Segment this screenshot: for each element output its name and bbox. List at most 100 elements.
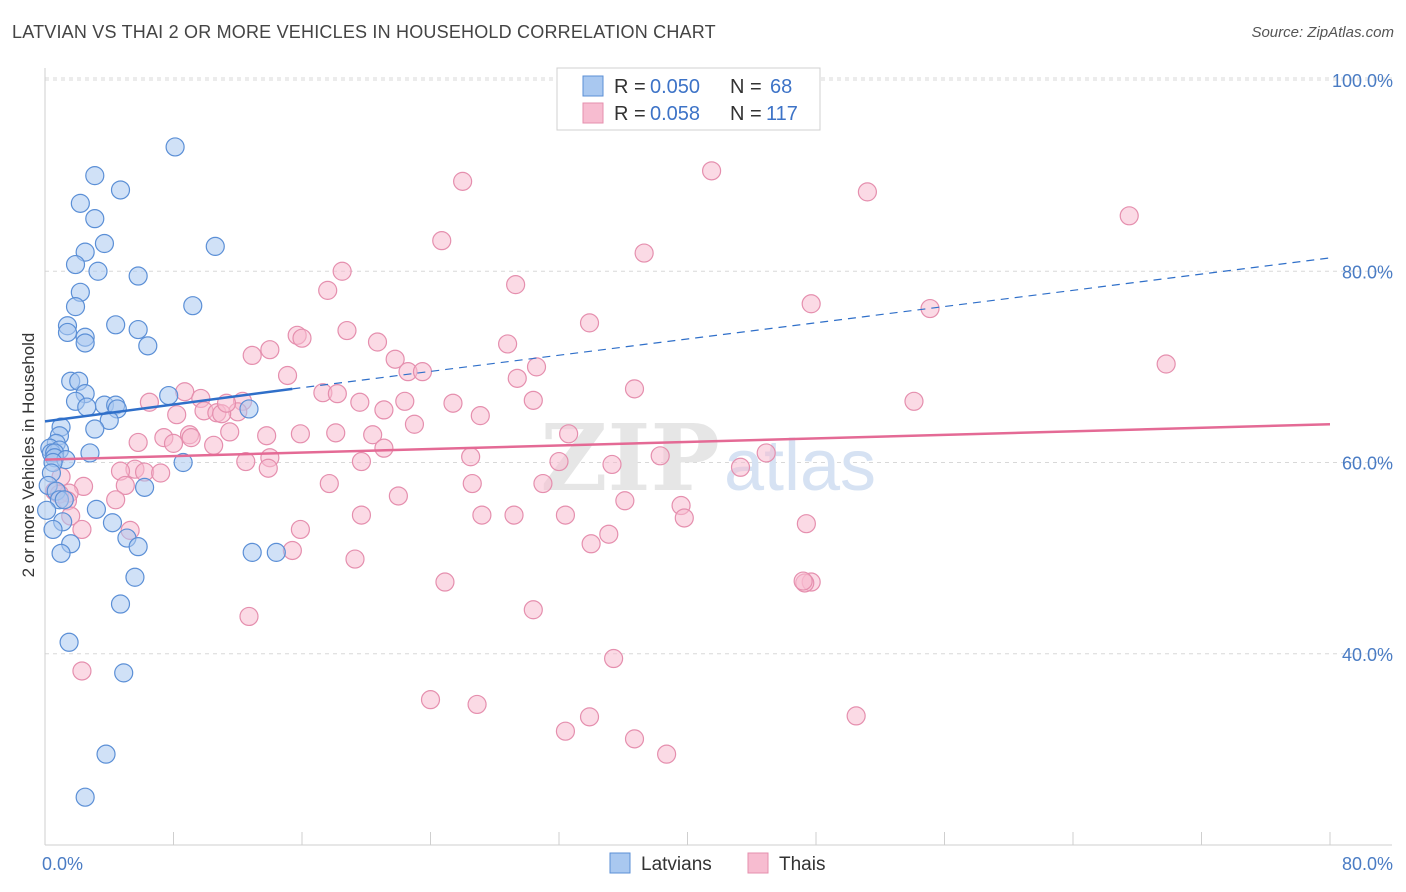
thais-point [388, 486, 408, 506]
thais-point [239, 606, 259, 627]
thais-point [801, 294, 821, 314]
thais-point [242, 345, 262, 365]
bottom-legend-swatch-latvians [609, 852, 631, 874]
thais-point [319, 473, 339, 494]
latvians-point [43, 519, 63, 540]
latvians-point [242, 542, 262, 562]
thais-point [650, 446, 670, 466]
thais-point [151, 463, 171, 483]
thais-point [462, 473, 482, 494]
bottom-legend-latvians: Latvians [641, 854, 712, 875]
thais-point [523, 390, 543, 410]
thais-point [420, 690, 441, 710]
thais-point [599, 524, 619, 544]
thais-point [128, 432, 148, 453]
thais-point [904, 391, 924, 411]
x-tick-label-min: 0.0% [42, 854, 83, 874]
thais-point [282, 540, 302, 561]
latvians-point [165, 137, 185, 157]
latvians-point [37, 500, 57, 520]
thais-point [504, 505, 524, 525]
thais-point [106, 490, 126, 510]
thais-point [175, 382, 195, 402]
thais-point [533, 473, 553, 494]
thais-point [498, 334, 518, 354]
thais-point [277, 365, 298, 386]
x-tick-labels: 0.0% 80.0% [42, 854, 1393, 874]
chart-title: LATVIAN VS THAI 2 OR MORE VEHICLES IN HO… [12, 22, 716, 42]
latvians-point [85, 209, 105, 229]
thais-point [260, 340, 280, 360]
thais-point [920, 298, 940, 319]
latvians-point [70, 193, 90, 213]
latvians-point [110, 594, 131, 614]
thais-point [1156, 354, 1176, 374]
thais-point [579, 313, 600, 333]
bottom-legend-thais: Thais [779, 854, 825, 875]
latvians-point [51, 543, 71, 563]
stats-legend: R = 0.050 N = 68 R = 0.058 N = 117 [556, 67, 821, 131]
legend-r-label-latvians: R = [614, 76, 646, 98]
thais-point [350, 392, 370, 412]
thais-point [163, 433, 184, 453]
latvians-point [75, 787, 95, 807]
thais-point [453, 171, 473, 191]
legend-n-label-thais: N = [730, 103, 762, 125]
thais-point [793, 571, 813, 591]
thais-point [220, 422, 240, 442]
thais-point [332, 261, 352, 281]
thais-point [602, 454, 622, 475]
thais-point [615, 491, 635, 511]
latvians-point [102, 513, 123, 533]
latvians-point [159, 385, 179, 406]
legend-n-value-thais: 117 [766, 103, 798, 125]
thais-point [472, 505, 492, 525]
y-tick-label: 100.0% [1332, 71, 1393, 91]
trend-lines [44, 257, 1331, 461]
thais-point [443, 393, 463, 413]
thais-point [292, 328, 312, 348]
thais-point [290, 424, 310, 444]
y-tick-label: 60.0% [1342, 454, 1393, 474]
latvians-point [57, 322, 78, 343]
y-tick-labels: 40.0% 60.0% 80.0% 100.0% [1332, 71, 1393, 665]
latvians-point [205, 236, 225, 256]
latvians-point [65, 254, 86, 275]
thais-point [756, 443, 776, 463]
thais-point [461, 447, 481, 467]
thais-point [318, 280, 338, 300]
bottom-legend-swatch-thais [747, 852, 769, 874]
thais-trend-line [44, 423, 1331, 461]
thais-point [204, 435, 224, 455]
thais-point [604, 648, 624, 669]
thais-point [115, 475, 135, 496]
thais-point [846, 706, 866, 726]
latvians-point [128, 319, 148, 340]
thais-point [1119, 206, 1139, 226]
thais-point [412, 362, 433, 382]
source-label: Source: ZipAtlas.com [1251, 24, 1394, 41]
thais-point [395, 391, 415, 411]
thais-point [674, 508, 694, 528]
thais-point [72, 661, 92, 681]
thais-point [796, 514, 816, 534]
thais-point [236, 451, 256, 472]
latvians-point [65, 297, 86, 317]
thais-point [555, 505, 576, 525]
thais-point [351, 451, 372, 472]
latvians-point [110, 180, 131, 200]
x-tick-label-max: 80.0% [1342, 854, 1393, 874]
y-tick-label: 80.0% [1342, 262, 1393, 282]
thais-point [657, 744, 677, 764]
latvians-point [239, 399, 259, 419]
y-axis-label: 2 or more Vehicles in Household [19, 333, 38, 578]
legend-swatch-thais [582, 102, 604, 124]
thais-point [404, 414, 425, 434]
latvians-point [114, 663, 134, 683]
latvians-point [128, 537, 148, 557]
thais-point [526, 357, 547, 377]
thais-point [467, 694, 487, 715]
latvians-point [75, 333, 95, 353]
thais-point [385, 349, 405, 369]
latvians-point [59, 632, 79, 652]
